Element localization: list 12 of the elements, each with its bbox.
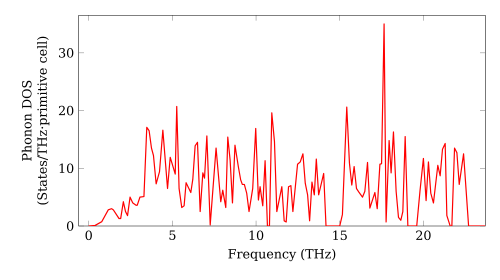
y-tick-label: 10 [60, 163, 74, 174]
x-tick-label: 5 [169, 230, 176, 240]
x-tick-label: 0 [86, 230, 92, 240]
x-tick-label: 10 [250, 230, 264, 240]
x-tick-label: 20 [416, 230, 431, 240]
y-tick-label: 20 [58, 106, 74, 116]
x-tick-label: 15 [333, 230, 347, 240]
y-tick-label: 30 [59, 48, 74, 58]
y-axis-title: Phonon DOS (States/THz·primitive cell) [22, 36, 50, 205]
y-tick-label: 0 [66, 221, 74, 231]
line-series [88, 23, 486, 226]
x-axis-title: Frequency (THz) [228, 248, 336, 262]
